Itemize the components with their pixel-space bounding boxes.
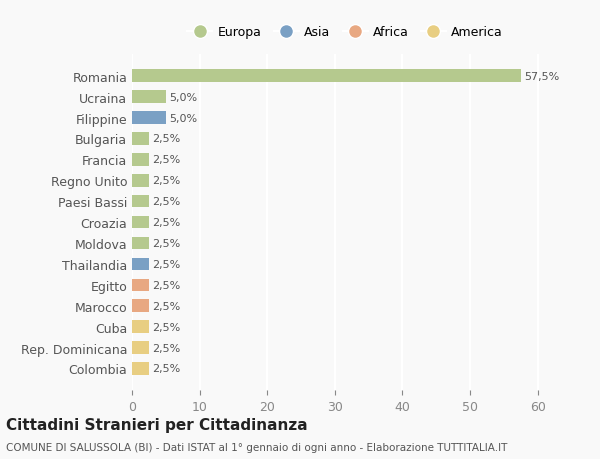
Text: 2,5%: 2,5% [152,364,181,374]
Text: 2,5%: 2,5% [152,239,181,248]
Text: 57,5%: 57,5% [524,72,559,82]
Text: 2,5%: 2,5% [152,155,181,165]
Bar [132,363,149,375]
Bar [132,174,149,187]
Text: 5,0%: 5,0% [169,92,197,102]
Text: 2,5%: 2,5% [152,280,181,290]
Text: 2,5%: 2,5% [152,134,181,144]
Bar [132,300,149,312]
Bar [132,196,149,208]
Text: Cittadini Stranieri per Cittadinanza: Cittadini Stranieri per Cittadinanza [6,417,308,432]
Bar [132,237,149,250]
Bar [132,341,149,354]
Text: 5,0%: 5,0% [169,113,197,123]
Legend: Europa, Asia, Africa, America: Europa, Asia, Africa, America [182,21,508,44]
Bar [132,258,149,271]
Bar [132,154,149,166]
Bar [132,321,149,333]
Bar [132,91,166,104]
Text: 2,5%: 2,5% [152,197,181,207]
Bar [132,279,149,291]
Text: 2,5%: 2,5% [152,218,181,228]
Text: COMUNE DI SALUSSOLA (BI) - Dati ISTAT al 1° gennaio di ogni anno - Elaborazione : COMUNE DI SALUSSOLA (BI) - Dati ISTAT al… [6,442,508,452]
Text: 2,5%: 2,5% [152,322,181,332]
Text: 2,5%: 2,5% [152,259,181,269]
Bar [132,112,166,124]
Bar [132,133,149,146]
Text: 2,5%: 2,5% [152,301,181,311]
Bar [132,216,149,229]
Text: 2,5%: 2,5% [152,176,181,186]
Text: 2,5%: 2,5% [152,343,181,353]
Bar [132,70,521,83]
